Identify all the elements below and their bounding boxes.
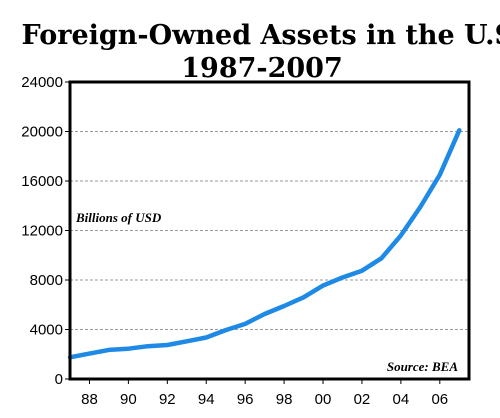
y-axis-label: Billions of USD: [75, 210, 162, 225]
x-tick-label: 04: [393, 391, 410, 408]
series-line: [67, 128, 462, 360]
x-tick-label: 90: [120, 391, 137, 408]
x-tick-label: 00: [315, 391, 332, 408]
x-tick-label: 06: [431, 391, 448, 408]
x-tick-label: 96: [237, 391, 254, 408]
y-tick-label: 12000: [21, 223, 63, 240]
y-tick-label: 4000: [30, 322, 63, 339]
y-tick-label: 0: [55, 371, 63, 388]
x-tick-label: 92: [159, 391, 176, 408]
chart-subtitle: 1987-2007: [181, 53, 343, 84]
y-axis: 0 4000 8000 12000 16000 20000 24000: [21, 74, 70, 388]
plot-frame: [68, 80, 471, 381]
y-tick-label: 16000: [21, 173, 63, 190]
x-axis: 88 90 92 94 96 98 00 02 04 06: [81, 379, 448, 408]
x-tick-label: 94: [198, 391, 215, 408]
y-tick-label: 24000: [21, 74, 63, 91]
y-tick-label: 8000: [30, 272, 63, 289]
y-tick-label: 20000: [21, 124, 63, 141]
x-tick-label: 02: [354, 391, 371, 408]
chart-title: Foreign-Owned Assets in the U.S.: [22, 20, 500, 51]
x-tick-label: 88: [81, 391, 98, 408]
grid-lines: [70, 131, 469, 330]
x-tick-label: 98: [276, 391, 293, 408]
source-note: Source: BEA: [387, 359, 458, 374]
